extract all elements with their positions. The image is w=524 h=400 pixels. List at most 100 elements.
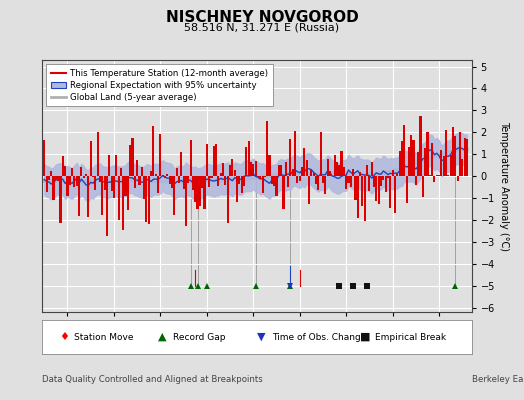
Bar bbox=[320, 132, 322, 176]
Bar bbox=[176, 168, 178, 176]
Bar bbox=[113, 176, 115, 198]
Bar bbox=[299, 176, 301, 181]
Bar bbox=[406, 176, 408, 203]
Text: 58.516 N, 31.271 E (Russia): 58.516 N, 31.271 E (Russia) bbox=[184, 22, 340, 32]
Bar bbox=[417, 152, 419, 176]
Bar bbox=[157, 176, 159, 193]
Text: ▼: ▼ bbox=[257, 332, 265, 342]
Bar bbox=[217, 176, 220, 186]
Bar bbox=[373, 176, 375, 187]
Bar bbox=[231, 159, 233, 176]
Bar bbox=[459, 132, 461, 176]
Bar bbox=[143, 176, 145, 199]
Bar bbox=[445, 130, 447, 176]
Bar bbox=[213, 146, 215, 176]
Bar bbox=[387, 176, 389, 178]
Bar bbox=[440, 150, 442, 176]
Bar bbox=[59, 176, 61, 223]
Bar bbox=[117, 176, 119, 220]
Bar bbox=[415, 176, 417, 185]
Bar bbox=[261, 176, 264, 193]
Bar bbox=[96, 132, 99, 176]
Bar bbox=[173, 176, 176, 215]
Bar bbox=[401, 141, 403, 176]
Bar bbox=[161, 175, 163, 176]
Bar bbox=[104, 176, 106, 190]
Bar bbox=[57, 176, 59, 180]
Bar bbox=[357, 176, 359, 218]
Bar bbox=[138, 176, 140, 185]
Bar bbox=[257, 176, 259, 177]
Bar bbox=[341, 151, 343, 176]
Bar bbox=[383, 176, 385, 180]
Bar bbox=[294, 131, 296, 176]
Text: Data Quality Controlled and Aligned at Breakpoints: Data Quality Controlled and Aligned at B… bbox=[42, 376, 263, 384]
Bar bbox=[431, 143, 433, 176]
Bar bbox=[78, 176, 80, 216]
Text: Time of Obs. Change: Time of Obs. Change bbox=[272, 332, 366, 342]
Bar bbox=[375, 176, 377, 201]
Bar bbox=[259, 176, 261, 178]
Bar bbox=[278, 165, 280, 176]
Bar bbox=[385, 176, 387, 192]
Bar bbox=[394, 176, 396, 213]
Bar bbox=[90, 141, 92, 176]
Bar bbox=[80, 167, 82, 176]
Bar bbox=[75, 176, 78, 186]
Text: ♦: ♦ bbox=[59, 332, 69, 342]
Bar bbox=[403, 125, 405, 176]
Bar bbox=[101, 176, 103, 216]
Bar bbox=[192, 176, 194, 190]
Bar bbox=[46, 176, 48, 192]
Bar bbox=[88, 176, 90, 217]
Bar bbox=[452, 128, 454, 176]
Bar bbox=[424, 148, 426, 176]
Bar bbox=[317, 176, 319, 190]
Bar bbox=[241, 176, 243, 193]
Bar bbox=[429, 175, 431, 176]
Bar bbox=[287, 176, 289, 187]
Bar bbox=[215, 144, 217, 176]
Bar bbox=[333, 155, 335, 176]
Bar bbox=[127, 176, 129, 210]
Bar bbox=[220, 172, 222, 176]
Bar bbox=[229, 165, 231, 176]
Bar bbox=[419, 116, 421, 176]
Bar bbox=[282, 176, 285, 208]
Bar bbox=[412, 140, 414, 176]
Text: Berkeley Earth: Berkeley Earth bbox=[472, 376, 524, 384]
Bar bbox=[62, 156, 64, 176]
Bar bbox=[94, 176, 96, 190]
Y-axis label: Temperature Anomaly (°C): Temperature Anomaly (°C) bbox=[499, 121, 509, 251]
Bar bbox=[155, 174, 157, 176]
Bar bbox=[370, 162, 373, 176]
Bar bbox=[83, 176, 85, 178]
Bar bbox=[247, 141, 249, 176]
Text: NISCHNEY NOVGOROD: NISCHNEY NOVGOROD bbox=[166, 10, 358, 25]
Bar bbox=[303, 148, 305, 176]
Bar bbox=[64, 166, 66, 176]
Bar bbox=[362, 176, 364, 206]
Bar bbox=[224, 176, 226, 185]
Bar bbox=[310, 170, 312, 176]
Bar bbox=[292, 169, 294, 176]
Bar bbox=[150, 171, 152, 176]
Bar bbox=[250, 162, 252, 176]
Bar bbox=[245, 147, 247, 176]
Bar bbox=[343, 167, 345, 176]
Bar bbox=[194, 176, 196, 202]
Bar bbox=[461, 159, 463, 176]
Bar bbox=[366, 165, 368, 176]
Bar bbox=[447, 175, 450, 176]
Bar bbox=[359, 172, 361, 176]
Bar bbox=[106, 176, 108, 236]
Bar bbox=[252, 164, 254, 176]
Bar bbox=[410, 135, 412, 176]
Bar bbox=[69, 176, 71, 185]
Bar bbox=[152, 126, 155, 176]
Bar bbox=[466, 139, 468, 176]
Bar bbox=[273, 176, 275, 186]
Bar bbox=[450, 154, 452, 176]
Bar bbox=[43, 140, 45, 176]
Bar bbox=[352, 169, 354, 176]
